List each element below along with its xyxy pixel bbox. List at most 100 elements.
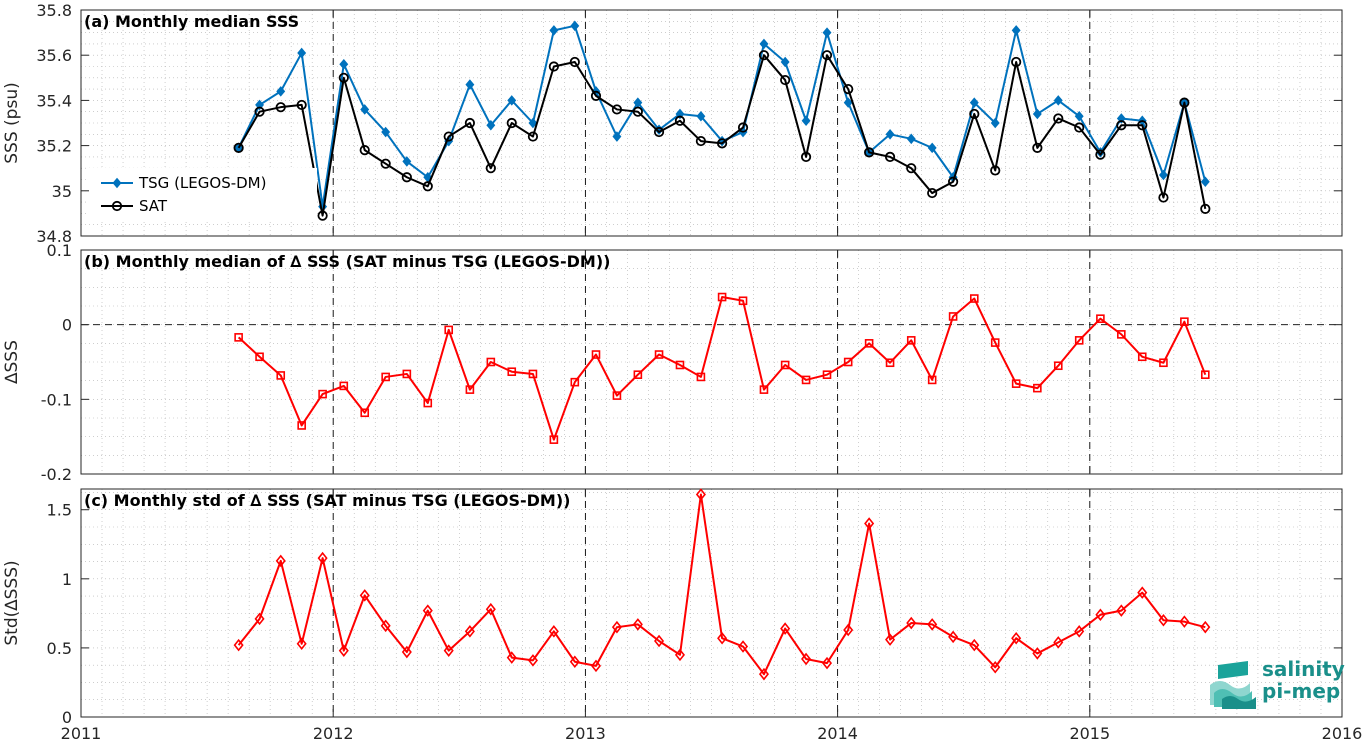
data-point bbox=[969, 294, 979, 303]
data-point bbox=[969, 97, 979, 108]
data-point bbox=[1074, 110, 1084, 122]
data-point bbox=[317, 210, 328, 221]
x-tick-label: 2015 bbox=[1069, 724, 1110, 743]
data-point bbox=[402, 369, 412, 379]
data-point bbox=[234, 333, 243, 342]
data-point bbox=[1053, 113, 1064, 124]
data-point bbox=[1074, 336, 1084, 345]
data-point bbox=[359, 589, 370, 602]
data-point bbox=[591, 350, 601, 359]
data-point bbox=[1053, 95, 1063, 106]
y-tick-label: 0.5 bbox=[47, 639, 72, 658]
data-point bbox=[401, 645, 412, 659]
data-point bbox=[297, 421, 306, 430]
data-point bbox=[843, 97, 853, 108]
data-point bbox=[569, 655, 580, 669]
data-point bbox=[465, 385, 475, 394]
data-point bbox=[318, 389, 327, 399]
data-point bbox=[906, 163, 917, 174]
data-point bbox=[275, 554, 286, 568]
y-axis-label: Std(∆SSS) bbox=[2, 560, 22, 645]
data-point bbox=[1053, 636, 1064, 649]
data-point bbox=[1011, 56, 1022, 68]
axes-frame bbox=[80, 9, 1343, 237]
data-point bbox=[780, 74, 791, 86]
data-point bbox=[1053, 361, 1063, 371]
x-tick-label: 2012 bbox=[313, 724, 354, 743]
data-point bbox=[528, 369, 538, 379]
data-point bbox=[297, 47, 307, 59]
data-point bbox=[1074, 625, 1085, 638]
data-point bbox=[527, 131, 539, 142]
data-point bbox=[549, 435, 559, 444]
data-point bbox=[674, 115, 686, 126]
waves-icon bbox=[1210, 661, 1256, 709]
data-point bbox=[674, 648, 685, 662]
panel-3: 0 0.5 1 1.5 2011 2012 2013 2014 2015 2016 Std(∆SSS… bbox=[2, 488, 1363, 743]
data-point bbox=[969, 108, 980, 120]
data-point bbox=[1137, 120, 1148, 131]
data-point bbox=[759, 38, 769, 50]
panel-title: (a) Monthly median SSS bbox=[84, 12, 299, 31]
legend-marker bbox=[112, 177, 122, 189]
data-point bbox=[885, 358, 895, 368]
x-tick-label: 2016 bbox=[1322, 724, 1363, 743]
data-point bbox=[296, 637, 307, 651]
data-point bbox=[990, 117, 1000, 129]
panel-title: (b) Monthly median of ∆ SSS (SAT minus T… bbox=[84, 252, 610, 271]
data-point bbox=[422, 181, 433, 192]
data-point bbox=[654, 350, 664, 359]
y-tick-label: 0 bbox=[62, 316, 72, 335]
data-point bbox=[486, 119, 496, 131]
data-point bbox=[1200, 176, 1210, 188]
data-point bbox=[759, 385, 769, 394]
data-point bbox=[927, 187, 938, 199]
data-point bbox=[464, 625, 475, 638]
data-point bbox=[1200, 203, 1211, 214]
data-point bbox=[885, 129, 895, 140]
data-point bbox=[822, 370, 832, 379]
data-point bbox=[1033, 383, 1042, 393]
y-tick-label: 35.8 bbox=[36, 1, 72, 20]
data-point bbox=[506, 117, 517, 129]
data-point bbox=[1095, 149, 1106, 160]
panel-2: -0.2 -0.1 0 0.1 ∆SSS (b) Monthly median of ∆ … bbox=[2, 241, 1343, 484]
data-point bbox=[675, 360, 685, 370]
data-point bbox=[864, 147, 875, 158]
data-point bbox=[1158, 169, 1168, 181]
data-point bbox=[1179, 97, 1190, 108]
data-point bbox=[507, 367, 517, 377]
data-point bbox=[401, 172, 412, 183]
data-point bbox=[611, 620, 622, 634]
data-point bbox=[948, 176, 959, 187]
data-point bbox=[717, 631, 728, 645]
data-point bbox=[338, 644, 349, 657]
data-point bbox=[927, 142, 937, 154]
logo-line1: salinity bbox=[1262, 657, 1345, 681]
data-point bbox=[612, 131, 622, 142]
data-point bbox=[864, 339, 874, 348]
data-point bbox=[884, 151, 896, 162]
data-point bbox=[338, 72, 349, 83]
data-point bbox=[864, 517, 875, 530]
data-point bbox=[843, 357, 853, 367]
data-point bbox=[485, 163, 496, 174]
data-point bbox=[444, 325, 454, 335]
y-tick-label: 35.2 bbox=[36, 137, 72, 156]
data-point bbox=[696, 372, 706, 382]
data-point bbox=[507, 95, 517, 106]
data-point bbox=[800, 151, 812, 162]
data-point bbox=[948, 312, 958, 321]
data-point bbox=[1179, 615, 1190, 628]
legend-box bbox=[89, 168, 317, 220]
data-point bbox=[1011, 25, 1021, 36]
data-point bbox=[254, 612, 265, 626]
data-point bbox=[801, 375, 811, 385]
y-tick-label: 35.4 bbox=[36, 91, 72, 110]
data-point bbox=[821, 50, 833, 61]
y-axis-label: SSS (psu) bbox=[2, 82, 22, 163]
y-axis-label: ∆SSS bbox=[2, 340, 22, 385]
data-point bbox=[843, 623, 854, 637]
y-tick-label: 34.8 bbox=[36, 227, 72, 246]
